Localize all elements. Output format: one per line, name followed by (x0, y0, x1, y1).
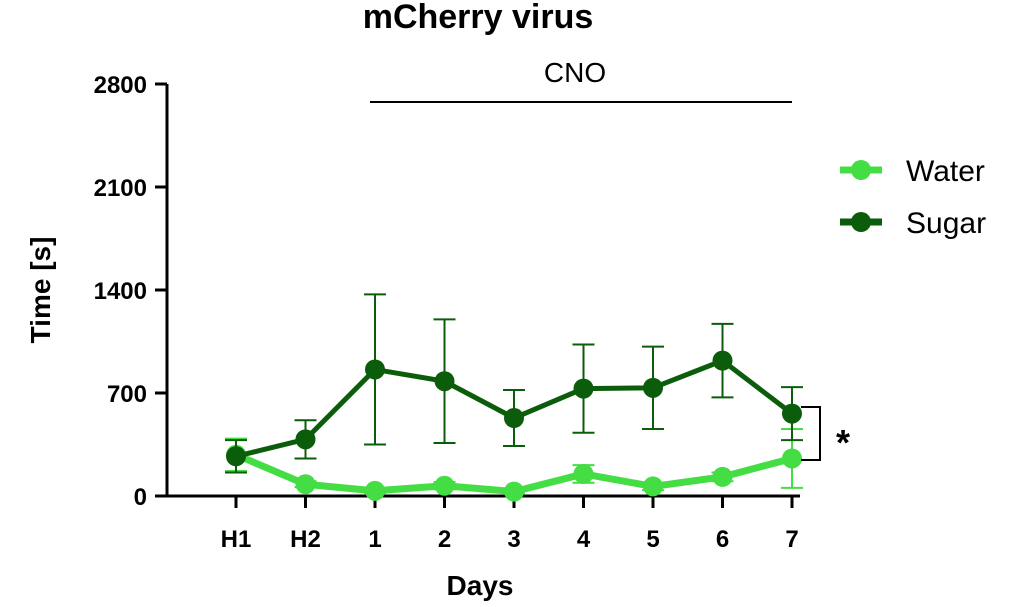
data-point (504, 408, 524, 429)
x-tick-label: 4 (577, 526, 591, 553)
data-point (782, 403, 802, 424)
x-tick-label: 1 (368, 526, 381, 553)
legend-label-water: Water (906, 155, 985, 188)
y-tick-label: 0 (134, 484, 147, 511)
legend-marker (851, 160, 871, 180)
data-point (712, 350, 733, 371)
x-tick-label: H1 (221, 526, 252, 553)
data-point (434, 371, 455, 392)
y-tick-label: 700 (107, 381, 147, 408)
data-point (226, 446, 246, 467)
data-point (782, 448, 802, 469)
y-axis: 0 700 1400 2100 2800 (94, 72, 169, 511)
x-tick-label: 2 (438, 526, 451, 553)
data-point (365, 359, 385, 380)
x-axis-label: Days (447, 570, 514, 601)
series-sugar (225, 293, 803, 474)
y-tick-label: 2100 (94, 175, 147, 202)
y-tick-label: 2800 (94, 72, 147, 99)
data-point (573, 378, 594, 399)
significance-bracket: * (801, 406, 850, 463)
legend-item-sugar: Sugar (840, 207, 986, 240)
data-point (504, 481, 524, 502)
x-tick-label: 7 (785, 526, 798, 553)
x-tick-label: H2 (290, 526, 321, 553)
y-axis-label: Time [s] (25, 237, 56, 344)
legend-label-sugar: Sugar (906, 207, 986, 240)
data-point (295, 474, 316, 495)
data-point (434, 475, 455, 496)
x-tick-label: 3 (507, 526, 520, 553)
cno-bar: CNO (370, 57, 792, 103)
chart-title: mCherry virus (363, 0, 594, 36)
data-point (643, 377, 663, 398)
data-point (295, 429, 316, 450)
significance-star: * (836, 422, 850, 463)
y-tick-label: 1400 (94, 278, 147, 305)
cno-label: CNO (544, 57, 606, 88)
x-tick-label: 6 (716, 526, 729, 553)
data-point (712, 466, 733, 487)
x-axis: H1 H2 1 2 3 4 5 6 7 (167, 494, 800, 553)
legend-item-water: Water (840, 155, 985, 188)
data-point (573, 463, 594, 484)
bracket-line (801, 406, 821, 461)
legend: Water Sugar (840, 155, 986, 240)
data-point (365, 480, 385, 501)
x-tick-label: 5 (646, 526, 659, 553)
legend-marker (851, 212, 871, 232)
data-point (643, 476, 663, 497)
